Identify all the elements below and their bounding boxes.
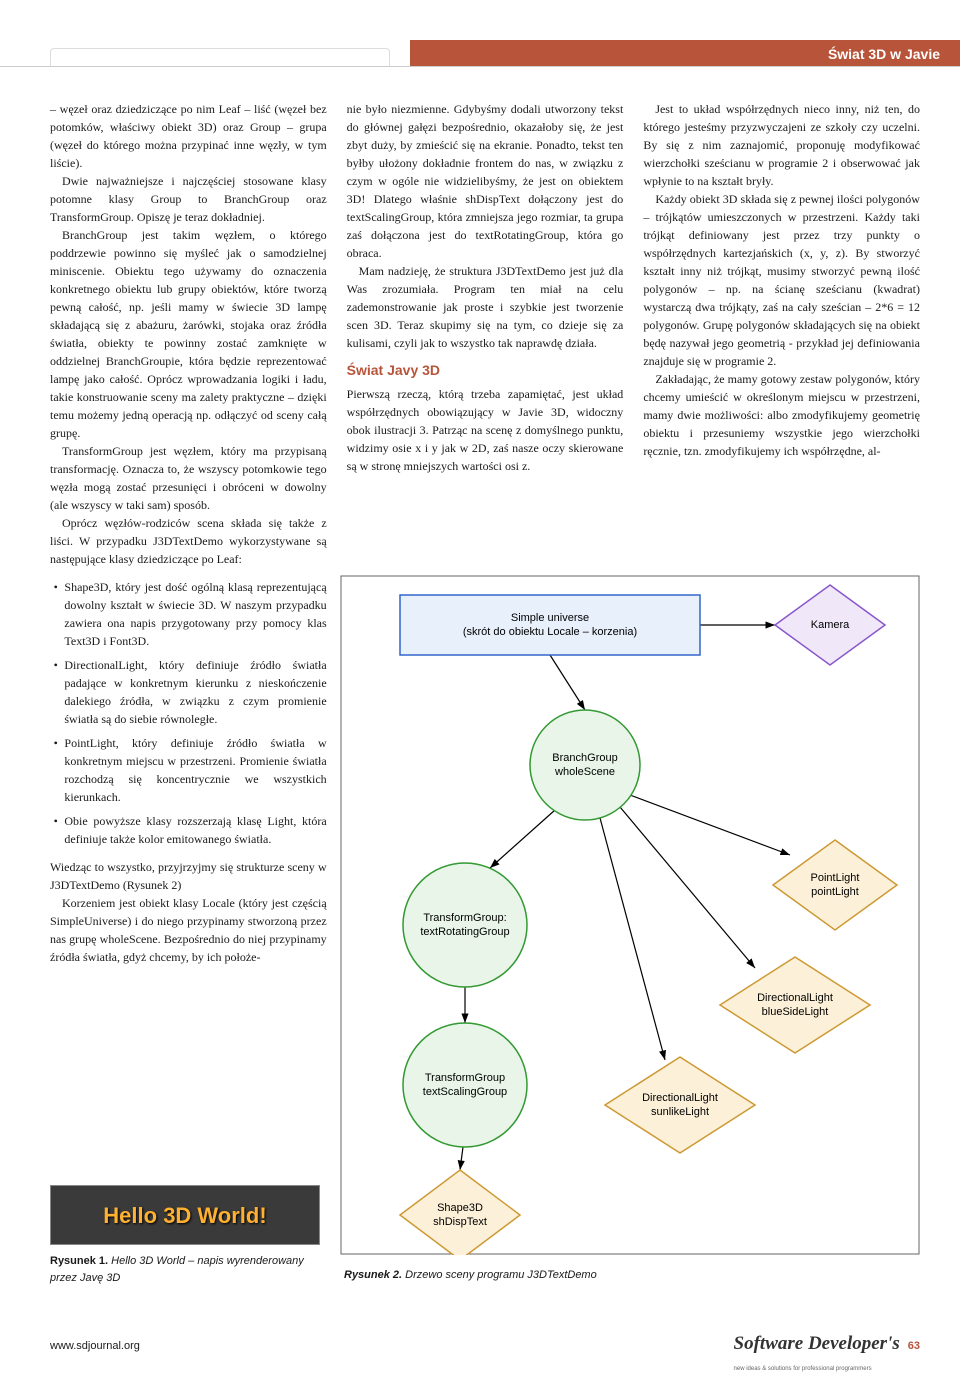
para: Oprócz węzłów-rodziców scena składa się … [50,514,327,568]
footer-right: Software Developer's new ideas & solutio… [734,1330,920,1375]
page-footer: www.sdjournal.org Software Developer's n… [50,1330,920,1375]
list-item: PointLight, który definiuje źródło świat… [50,734,327,806]
para: nie było niezmienne. Gdybyśmy dodali utw… [347,100,624,262]
footer-url: www.sdjournal.org [50,1338,140,1355]
leaf-subclass-list: Shape3D, który jest dość ogólną klasą re… [50,578,327,848]
section-heading: Świat Javy 3D [347,360,624,381]
section-header-bar: Świat 3D w Javie [410,40,960,66]
svg-text:shDispText: shDispText [433,1216,487,1228]
journal-tagline: new ideas & solutions for professional p… [734,1366,872,1372]
list-item: DirectionalLight, który definiuje źródło… [50,656,327,728]
list-item: Shape3D, który jest dość ogólną klasą re… [50,578,327,650]
svg-text:BranchGroup: BranchGroup [552,752,617,764]
figure-2-caption-text: Drzewo sceny programu J3DTextDemo [405,1269,597,1281]
para: Mam nadzieję, że struktura J3DTextDemo j… [347,262,624,352]
para: Zakładając, że mamy gotowy zestaw polygo… [643,370,920,460]
section-title: Świat 3D w Javie [828,46,940,62]
scene-tree-diagram: Simple universe (skrót do obiektu Locale … [340,575,920,1255]
journal-logo: Software Developer's [734,1333,900,1354]
svg-text:sunlikeLight: sunlikeLight [651,1106,709,1118]
para: Jest to układ współrzędnych nieco inny, … [643,100,920,190]
svg-text:pointLight: pointLight [811,886,859,898]
svg-text:wholeScene: wholeScene [554,766,615,778]
hello-3d-text: Hello 3D World! [103,1199,266,1232]
para: Pierwszą rzeczą, którą trzeba zapamiętać… [347,385,624,475]
journal-logo-block: Software Developer's new ideas & solutio… [734,1330,900,1375]
svg-text:blueSideLight: blueSideLight [762,1006,829,1018]
list-item: Obie powyższe klasy rozszerzają klasę Li… [50,812,327,848]
header-tab [50,48,390,66]
svg-text:Shape3D: Shape3D [437,1202,483,1214]
figure-1: Hello 3D World! Rysunek 1. Hello 3D Worl… [50,1185,320,1286]
svg-text:textScalingGroup: textScalingGroup [423,1086,507,1098]
para: BranchGroup jest takim węzłem, o którego… [50,226,327,442]
figure-1-image: Hello 3D World! [50,1185,320,1245]
svg-text:textRotatingGroup: textRotatingGroup [420,926,509,938]
svg-text:Simple universe: Simple universe [511,612,589,624]
figure-1-label: Rysunek 1. [50,1255,108,1267]
figure-2-label: Rysunek 2. [344,1269,402,1281]
svg-text:(skrót do obiektu Locale – kor: (skrót do obiektu Locale – korzenia) [463,626,637,638]
para: Dwie najważniejsze i najczęściej stosowa… [50,172,327,226]
svg-text:TransformGroup:: TransformGroup: [423,912,506,924]
para: Wiedząc to wszystko, przyjrzyjmy się str… [50,858,327,894]
svg-text:TransformGroup: TransformGroup [425,1072,505,1084]
para: Korzeniem jest obiekt klasy Locale (któr… [50,894,327,966]
svg-text:Kamera: Kamera [811,619,850,631]
svg-text:DirectionalLight: DirectionalLight [642,1092,718,1104]
page-number: 63 [908,1338,920,1355]
figure-2-caption: Rysunek 2. Drzewo sceny programu J3DText… [344,1267,597,1284]
para: Każdy obiekt 3D składa się z pewnej iloś… [643,190,920,370]
svg-text:DirectionalLight: DirectionalLight [757,992,833,1004]
svg-text:PointLight: PointLight [811,872,860,884]
para: – węzeł oraz dziedziczące po nim Leaf – … [50,100,327,172]
para: TransformGroup jest węzłem, który ma prz… [50,442,327,514]
header-line [0,66,960,67]
figure-1-caption: Rysunek 1. Hello 3D World – napis wyrend… [50,1253,320,1286]
